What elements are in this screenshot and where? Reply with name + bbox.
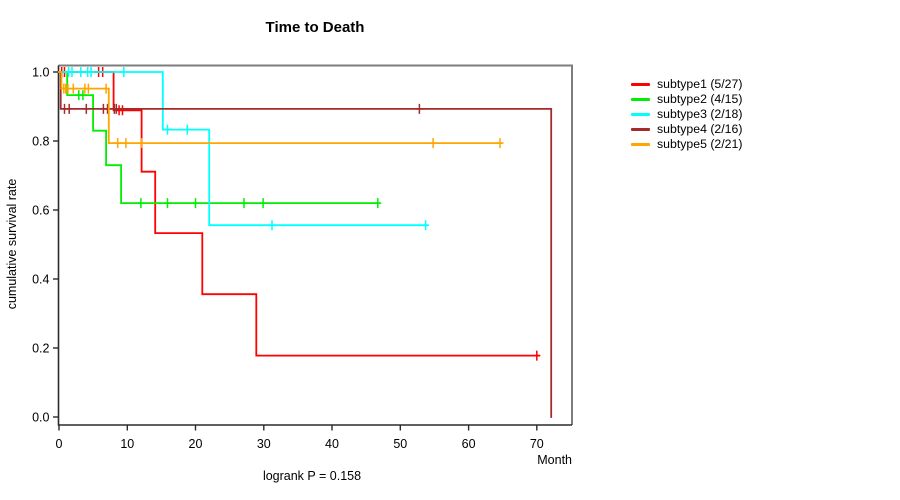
legend-color-line	[631, 83, 650, 86]
y-tick-label: 0.2	[32, 341, 49, 355]
survival-curve-subtype3	[58, 67, 430, 231]
legend-label: subtype2 (4/15)	[657, 92, 743, 106]
legend-label: subtype5 (2/21)	[657, 137, 743, 151]
censor-mark	[496, 138, 504, 149]
legend-item-subtype3: subtype3 (2/18)	[631, 107, 742, 122]
censor-mark	[183, 124, 191, 135]
censor-mark	[79, 90, 87, 101]
censor-mark	[137, 198, 145, 209]
legend-item-subtype1: subtype1 (5/27)	[631, 77, 742, 92]
y-axis-label: cumulative survival rate	[5, 179, 19, 310]
censor-mark	[112, 103, 120, 114]
survival-curve-subtype4	[58, 71, 553, 418]
censor-mark	[84, 83, 92, 94]
plot-frame	[58, 64, 573, 425]
censor-mark	[415, 103, 423, 114]
censor-mark	[122, 138, 130, 149]
censor-mark	[429, 138, 437, 149]
legend-item-subtype4: subtype4 (2/16)	[631, 122, 742, 137]
y-tick-label: 1.0	[32, 65, 49, 79]
x-tick-label: 0	[56, 437, 63, 451]
legend-color-line	[631, 128, 650, 131]
censor-mark	[192, 198, 199, 209]
censor-mark	[69, 83, 77, 94]
censor-mark	[119, 105, 126, 116]
censor-mark	[68, 67, 76, 77]
y-tick-label: 0.6	[32, 203, 49, 217]
logrank-annotation: logrank P = 0.158	[263, 469, 361, 483]
chart-title: Time to Death	[266, 19, 365, 36]
legend: subtype1 (5/27) subtype2 (4/15) subtype3 (…	[631, 77, 742, 152]
km-step-line-subtype1	[58, 71, 540, 357]
censor-mark	[65, 103, 73, 114]
x-tick-label: 70	[530, 437, 544, 451]
survival-curve-subtype2	[58, 71, 382, 209]
km-step-line-subtype2	[58, 71, 380, 204]
censor-mark	[422, 220, 430, 231]
legend-label: subtype3 (2/18)	[657, 107, 743, 121]
x-axis-label: Month	[537, 453, 572, 467]
legend-label: subtype1 (5/27)	[657, 77, 743, 91]
x-tick-label: 30	[257, 437, 271, 451]
censor-mark	[164, 198, 171, 209]
censor-mark	[77, 67, 85, 77]
km-step-line-subtype5	[58, 71, 503, 144]
x-tick-label: 60	[462, 437, 476, 451]
x-tick-label: 10	[120, 437, 134, 451]
censor-mark	[114, 138, 122, 149]
censor-mark	[138, 138, 146, 149]
axes-layer: 0 10 20 30 40 50 60 70 0.0 0.2 0.4 0.6 0.8 1.0	[32, 64, 573, 451]
censor-mark	[104, 103, 111, 114]
survival-curve-subtype1	[58, 67, 541, 361]
legend-color-line	[631, 113, 650, 116]
axis-spines	[57, 65, 572, 426]
y-tick-label: 0.0	[32, 410, 49, 424]
y-tick-label: 0.4	[32, 272, 49, 286]
censor-mark	[268, 220, 276, 231]
series-layer	[58, 67, 553, 418]
censor-mark	[120, 67, 128, 77]
censor-mark	[82, 103, 90, 114]
km-step-line-subtype4	[58, 71, 553, 418]
censor-mark	[240, 198, 248, 209]
censor-mark	[259, 198, 267, 209]
censor-mark	[374, 198, 382, 209]
y-tick-label: 0.8	[32, 134, 49, 148]
survival-curve-subtype5	[58, 71, 504, 149]
censor-mark	[87, 67, 95, 77]
legend-item-subtype5: subtype5 (2/21)	[631, 137, 742, 152]
censor-mark	[102, 83, 110, 94]
censor-mark	[164, 124, 171, 135]
legend-item-subtype2: subtype2 (4/15)	[631, 92, 742, 107]
x-tick-label: 50	[393, 437, 407, 451]
legend-color-line	[631, 98, 650, 101]
legend-label: subtype4 (2/16)	[657, 122, 743, 136]
censor-mark	[533, 350, 541, 361]
x-tick-label: 40	[325, 437, 339, 451]
legend-color-line	[631, 143, 650, 146]
x-tick-label: 20	[189, 437, 203, 451]
